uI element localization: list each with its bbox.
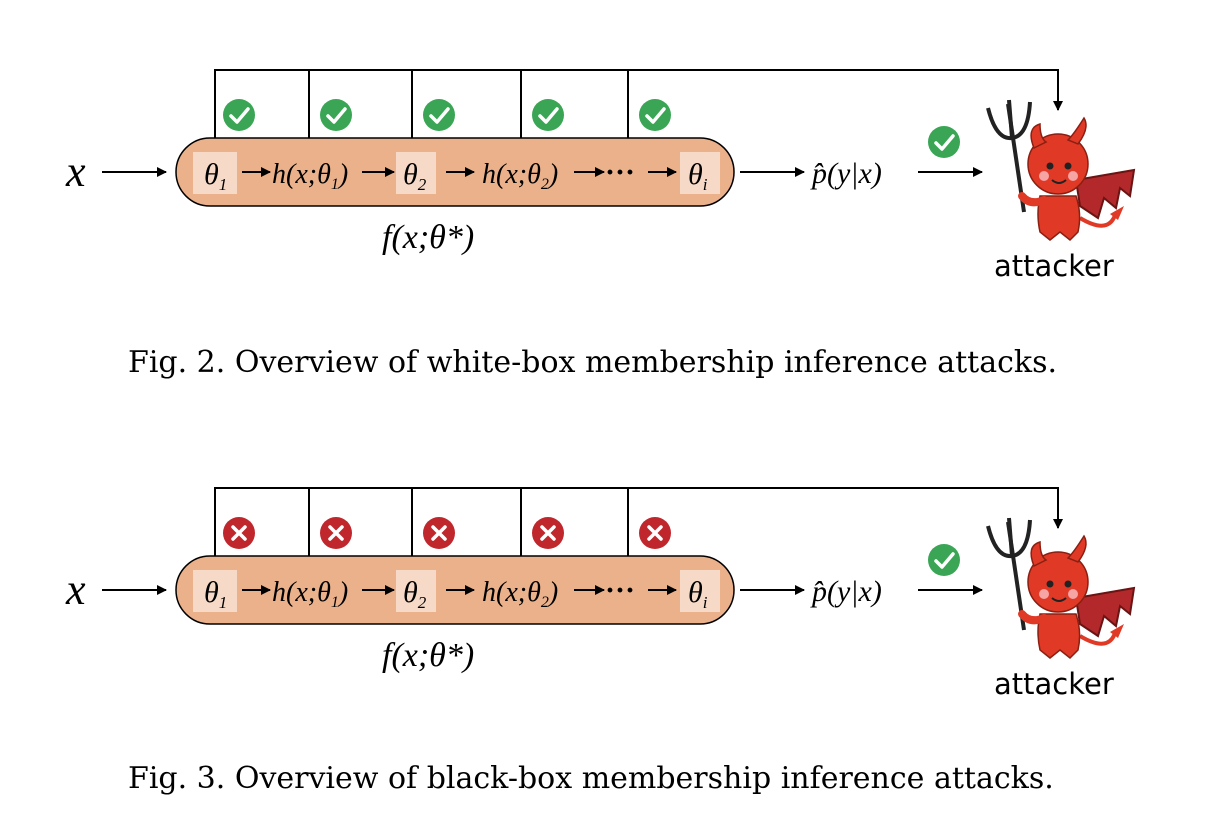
access-cross-icon xyxy=(639,517,671,549)
param-thetai: θi xyxy=(688,158,708,194)
attacker-label: attacker xyxy=(994,667,1114,701)
output-label: p̂(y|x) xyxy=(810,575,882,608)
devil-cheek-left xyxy=(1039,171,1049,181)
access-check-icon xyxy=(532,99,564,131)
devil-cheek-left xyxy=(1039,589,1049,599)
model-label: f(x;θ*) xyxy=(382,637,474,674)
access-cross-icon xyxy=(423,517,455,549)
devil-horn-left xyxy=(1030,123,1048,150)
devil-eye-left xyxy=(1046,580,1054,588)
param-theta2: θ2 xyxy=(403,576,427,612)
attacker-devil-icon xyxy=(986,99,1136,242)
tap-bus-line xyxy=(214,487,1063,582)
devil-cheek-right xyxy=(1068,589,1078,599)
access-check-icon xyxy=(320,99,352,131)
devil-eye-left xyxy=(1046,162,1054,170)
h2-label: h(x;θ2) xyxy=(482,577,558,611)
input-symbol: x xyxy=(65,565,86,614)
devil-arm xyxy=(1018,192,1048,207)
black-box-figure: x θ1 h(x;θ1) θ2 h(x;θ2) ··· θi p̂(y|x) f… xyxy=(65,487,1136,796)
param-box-theta1 xyxy=(193,570,237,612)
h1-label: h(x;θ1) xyxy=(272,577,348,611)
trident-prong xyxy=(1007,99,1014,139)
devil-body xyxy=(1037,195,1081,242)
param-thetai: θi xyxy=(688,576,708,612)
devil-mouth xyxy=(1051,179,1067,184)
access-cross-icon xyxy=(223,517,255,549)
devil-eye-right xyxy=(1064,580,1072,588)
param-box-thetai xyxy=(680,152,720,194)
output-label: p̂(y|x) xyxy=(810,157,882,190)
white-box-figure: x θ1 h(x;θ1) θ2 h(x;θ2) ··· θi p̂(y|x) f… xyxy=(65,69,1136,380)
devil-cheek-right xyxy=(1068,171,1078,181)
access-badges xyxy=(223,99,671,131)
output-access-check-icon xyxy=(928,126,960,158)
devil-eye-right xyxy=(1064,162,1072,170)
ellipsis: ··· xyxy=(605,574,635,607)
access-check-icon xyxy=(423,99,455,131)
ellipsis: ··· xyxy=(605,156,635,189)
param-box-thetai xyxy=(680,570,720,612)
devil-horn-right xyxy=(1066,534,1087,563)
input-symbol: x xyxy=(65,147,86,196)
access-cross-icon xyxy=(320,517,352,549)
devil-tail-tip xyxy=(1110,624,1124,638)
h2-label: h(x;θ2) xyxy=(482,159,558,193)
figure-caption: Fig. 2. Overview of white-box membership… xyxy=(128,345,1057,380)
param-theta1: θ1 xyxy=(204,576,227,612)
trident-prong xyxy=(1007,517,1014,557)
param-theta2: θ2 xyxy=(403,158,427,194)
param-theta1: θ1 xyxy=(204,158,227,194)
output-access-badge xyxy=(928,126,960,158)
tap-bus-line xyxy=(214,69,1063,164)
devil-wing xyxy=(1074,586,1136,638)
devil-arm xyxy=(1018,610,1048,625)
attacker-devil-icon xyxy=(986,517,1136,660)
devil-body xyxy=(1037,613,1081,660)
devil-mouth xyxy=(1051,597,1067,602)
param-box-theta1 xyxy=(193,152,237,194)
access-badges xyxy=(223,517,671,549)
devil-horn-left xyxy=(1030,541,1048,568)
access-check-icon xyxy=(223,99,255,131)
devil-tail-tip xyxy=(1110,206,1124,220)
output-access-check-icon xyxy=(928,544,960,576)
access-cross-icon xyxy=(532,517,564,549)
param-box-theta2 xyxy=(396,152,436,194)
figure-caption: Fig. 3. Overview of black-box membership… xyxy=(128,761,1054,796)
devil-horn-right xyxy=(1066,116,1087,145)
access-check-icon xyxy=(639,99,671,131)
h1-label: h(x;θ1) xyxy=(272,159,348,193)
param-box-theta2 xyxy=(396,570,436,612)
attacker-label: attacker xyxy=(994,249,1114,283)
devil-wing xyxy=(1074,168,1136,220)
output-access-badge xyxy=(928,544,960,576)
model-label: f(x;θ*) xyxy=(382,219,474,256)
